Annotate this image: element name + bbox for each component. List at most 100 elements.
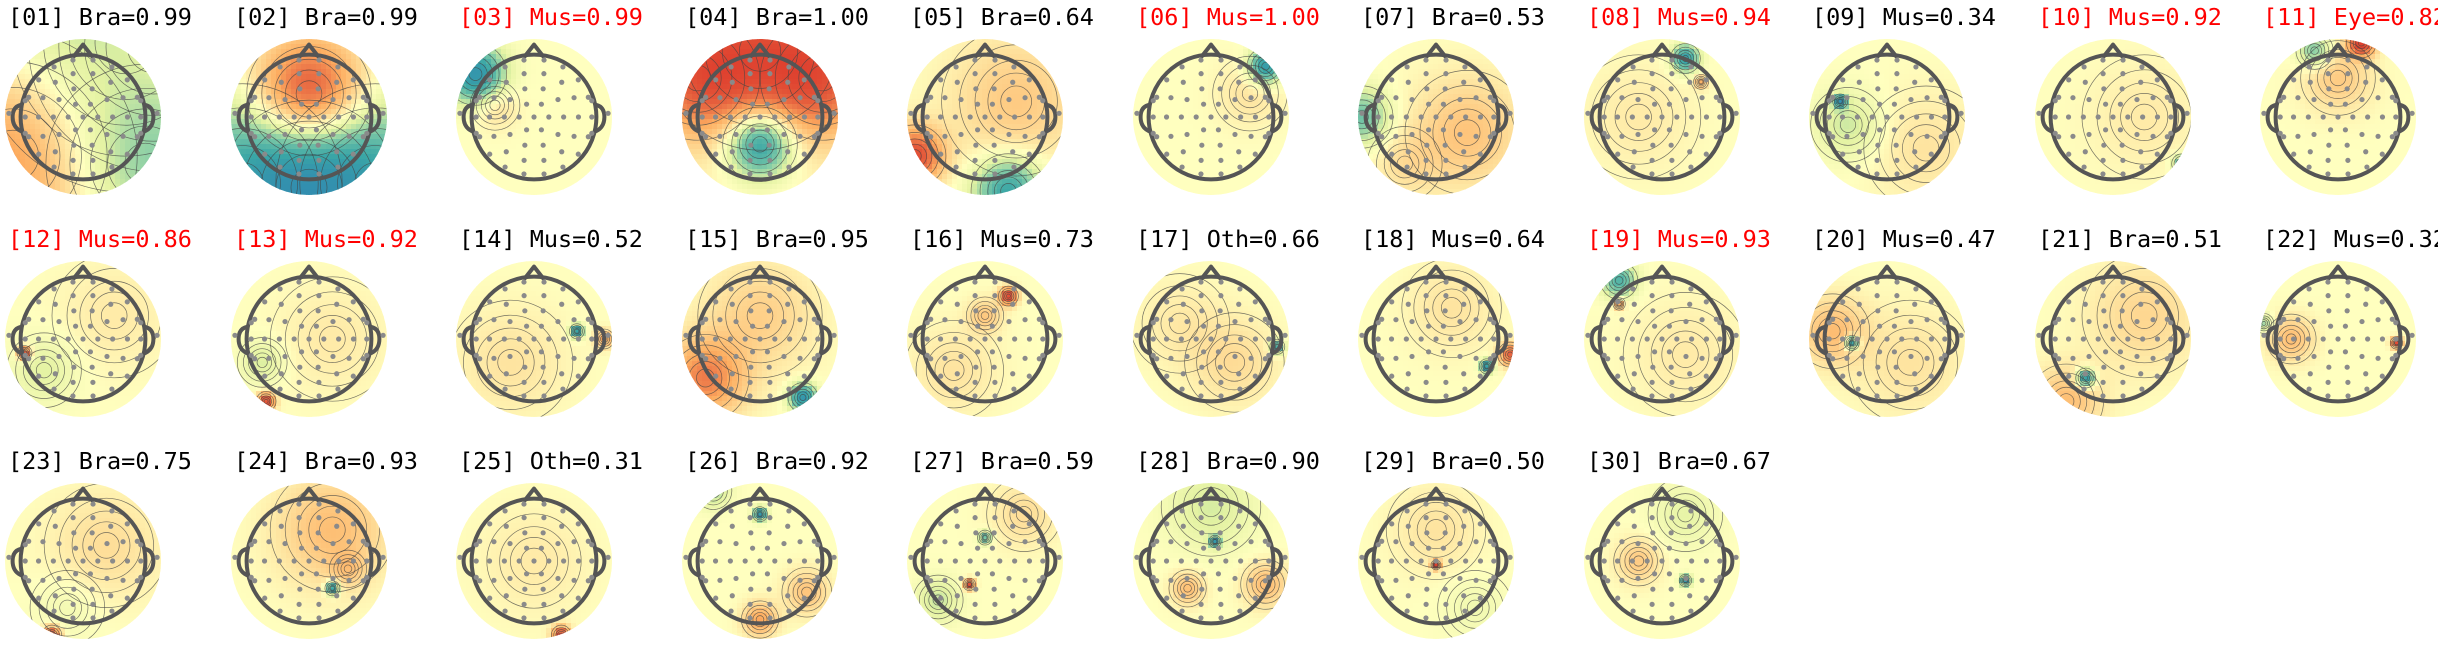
head-outline xyxy=(1589,264,1735,404)
topomap-19 xyxy=(1584,261,1740,417)
component-title: [25] Oth=0.31 xyxy=(459,444,643,478)
component-14: [14] Mus=0.52 xyxy=(451,222,676,444)
component-title: [08] Mus=0.94 xyxy=(1587,0,1771,34)
head-outline xyxy=(687,42,833,182)
sensor-dots xyxy=(1134,501,1288,621)
topomap-06 xyxy=(1133,39,1289,195)
component-04: [04] Bra=1.00 xyxy=(677,0,902,222)
component-18: [18] Mus=0.64 xyxy=(1353,222,1578,444)
component-08: [08] Mus=0.94 xyxy=(1579,0,1804,222)
component-29: [29] Bra=0.50 xyxy=(1353,444,1578,666)
head-outline xyxy=(1589,42,1735,182)
sensor-dots xyxy=(6,501,160,621)
head-outline xyxy=(461,486,607,626)
component-22: [22] Mus=0.32 xyxy=(2255,222,2438,444)
component-title: [27] Bra=0.59 xyxy=(910,444,1094,478)
component-title: [16] Mus=0.73 xyxy=(910,222,1094,256)
head-outline xyxy=(10,264,156,404)
sensor-dots xyxy=(6,57,160,177)
sensor-dots xyxy=(683,57,837,177)
sensor-dots xyxy=(1134,57,1288,177)
sensor-dots xyxy=(1134,279,1288,399)
topomap-20 xyxy=(1809,261,1965,417)
head-outline xyxy=(2040,264,2186,404)
sensor-dots xyxy=(232,279,386,399)
component-title: [03] Mus=0.99 xyxy=(459,0,643,34)
component-title: [28] Bra=0.90 xyxy=(1136,444,1320,478)
sensor-dots xyxy=(2261,279,2415,399)
sensor-dots xyxy=(1585,501,1739,621)
component-27: [27] Bra=0.59 xyxy=(902,444,1127,666)
sensor-dots xyxy=(908,57,1062,177)
topomap-13 xyxy=(231,261,387,417)
head-outline xyxy=(1363,264,1509,404)
topomap-21 xyxy=(2035,261,2191,417)
head-outline xyxy=(912,42,1058,182)
topomap-04 xyxy=(682,39,838,195)
component-11: [11] Eye=0.82 xyxy=(2255,0,2438,222)
topomap-05 xyxy=(907,39,1063,195)
topomap-23 xyxy=(5,483,161,639)
sensor-dots xyxy=(1585,57,1739,177)
component-01: [01] Bra=0.99 xyxy=(0,0,225,222)
component-09: [09] Mus=0.34 xyxy=(1804,0,2029,222)
component-25: [25] Oth=0.31 xyxy=(451,444,676,666)
sensor-dots xyxy=(908,279,1062,399)
component-title: [23] Bra=0.75 xyxy=(8,444,192,478)
sensor-dots xyxy=(1810,279,1964,399)
component-28: [28] Bra=0.90 xyxy=(1128,444,1353,666)
component-title: [02] Bra=0.99 xyxy=(234,0,418,34)
component-title: [15] Bra=0.95 xyxy=(685,222,869,256)
head-outline xyxy=(10,42,156,182)
head-outline xyxy=(1814,264,1960,404)
component-title: [10] Mus=0.92 xyxy=(2038,0,2222,34)
head-outline xyxy=(236,486,382,626)
sensor-dots xyxy=(2036,279,2190,399)
component-07: [07] Bra=0.53 xyxy=(1353,0,1578,222)
topomap-02 xyxy=(231,39,387,195)
component-20: [20] Mus=0.47 xyxy=(1804,222,2029,444)
head-outline xyxy=(2265,42,2411,182)
sensor-dots xyxy=(2036,57,2190,177)
component-title: [24] Bra=0.93 xyxy=(234,444,418,478)
sensor-dots xyxy=(2261,57,2415,177)
component-21: [21] Bra=0.51 xyxy=(2030,222,2255,444)
component-15: [15] Bra=0.95 xyxy=(677,222,902,444)
head-outline xyxy=(1363,486,1509,626)
sensor-dots xyxy=(683,501,837,621)
component-title: [22] Mus=0.32 xyxy=(2263,222,2438,256)
sensor-dots xyxy=(457,501,611,621)
topomap-09 xyxy=(1809,39,1965,195)
topomap-16 xyxy=(907,261,1063,417)
component-title: [20] Mus=0.47 xyxy=(1812,222,1996,256)
topomap-01 xyxy=(5,39,161,195)
head-outline xyxy=(10,486,156,626)
sensor-dots xyxy=(1359,57,1513,177)
component-title: [14] Mus=0.52 xyxy=(459,222,643,256)
sensor-dots xyxy=(1585,279,1739,399)
topomap-26 xyxy=(682,483,838,639)
component-06: [06] Mus=1.00 xyxy=(1128,0,1353,222)
component-10: [10] Mus=0.92 xyxy=(2030,0,2255,222)
sensor-dots xyxy=(6,279,160,399)
sensor-dots xyxy=(232,57,386,177)
component-16: [16] Mus=0.73 xyxy=(902,222,1127,444)
sensor-dots xyxy=(683,279,837,399)
component-title: [29] Bra=0.50 xyxy=(1361,444,1545,478)
head-outline xyxy=(912,486,1058,626)
head-outline xyxy=(236,42,382,182)
head-outline xyxy=(1363,42,1509,182)
component-title: [19] Mus=0.93 xyxy=(1587,222,1771,256)
component-03: [03] Mus=0.99 xyxy=(451,0,676,222)
component-24: [24] Bra=0.93 xyxy=(226,444,451,666)
topomap-11 xyxy=(2260,39,2416,195)
topomap-27 xyxy=(907,483,1063,639)
component-title: [17] Oth=0.66 xyxy=(1136,222,1320,256)
topomap-30 xyxy=(1584,483,1740,639)
topomap-18 xyxy=(1358,261,1514,417)
component-title: [13] Mus=0.92 xyxy=(234,222,418,256)
topomap-07 xyxy=(1358,39,1514,195)
component-title: [04] Bra=1.00 xyxy=(685,0,869,34)
sensor-dots xyxy=(457,279,611,399)
